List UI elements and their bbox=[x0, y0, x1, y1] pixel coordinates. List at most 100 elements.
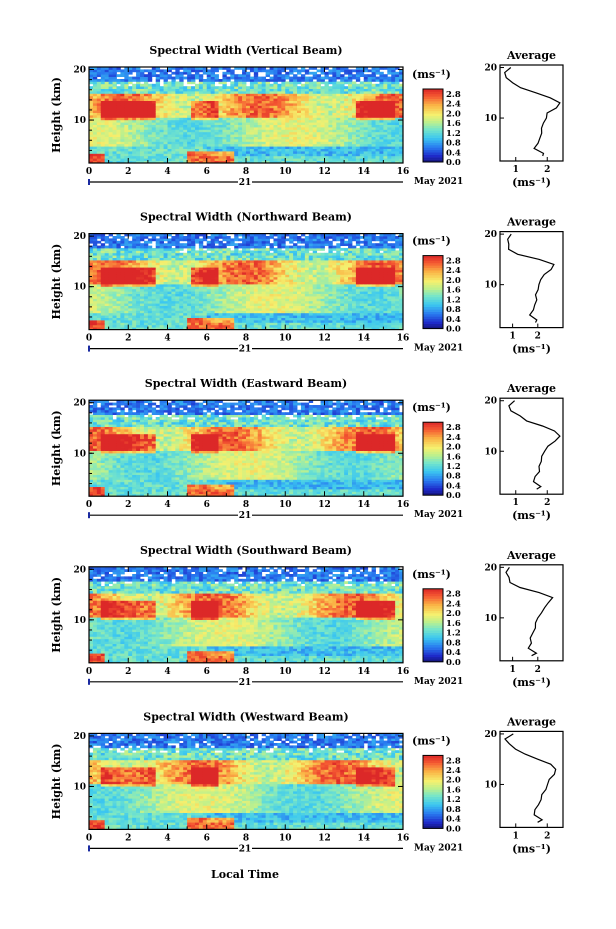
heatmap-cell bbox=[140, 107, 145, 111]
heatmap-cell bbox=[226, 91, 231, 94]
heatmap-cell bbox=[273, 134, 278, 137]
heatmap-cell bbox=[234, 236, 239, 239]
heatmap-cell bbox=[183, 315, 188, 318]
heatmap-cell bbox=[300, 76, 306, 80]
heatmap-cell bbox=[304, 98, 310, 101]
heatmap-cell bbox=[367, 69, 373, 73]
heatmap-cell bbox=[391, 76, 396, 80]
heatmap-cell bbox=[155, 320, 161, 323]
heatmap-cell bbox=[222, 129, 227, 133]
heatmap-cell bbox=[100, 148, 106, 152]
heatmap-cell bbox=[246, 124, 251, 128]
heatmap-cell bbox=[367, 122, 373, 125]
heatmap-cell bbox=[344, 79, 349, 82]
heatmap-cell bbox=[155, 269, 161, 273]
heatmap-cell bbox=[191, 279, 196, 282]
heatmap-cell bbox=[151, 286, 157, 290]
heatmap-cell bbox=[194, 260, 200, 263]
heatmap-cell bbox=[136, 74, 141, 77]
heatmap-cell bbox=[167, 245, 172, 249]
heatmap-cell bbox=[312, 86, 318, 89]
heatmap-cell bbox=[265, 74, 270, 77]
heatmap-cell bbox=[183, 288, 188, 292]
heatmap-cell bbox=[191, 250, 196, 254]
heatmap-cell bbox=[238, 310, 243, 314]
heatmap-cell bbox=[136, 76, 141, 80]
heatmap-cell bbox=[269, 69, 274, 73]
heatmap-cell bbox=[179, 100, 184, 104]
heatmap-cell bbox=[344, 81, 349, 85]
heatmap-cell bbox=[140, 134, 145, 137]
heatmap-cell bbox=[191, 303, 196, 306]
heatmap-cell bbox=[214, 146, 219, 149]
heatmap-cell bbox=[316, 136, 321, 140]
heatmap-cell bbox=[375, 122, 380, 125]
heatmap-cell bbox=[112, 255, 117, 258]
heatmap-cell bbox=[324, 110, 329, 113]
heatmap-cell bbox=[257, 276, 263, 280]
heatmap-cell bbox=[128, 129, 133, 133]
heatmap-cell bbox=[116, 245, 121, 249]
heatmap-cell bbox=[206, 320, 212, 323]
heatmap-cell bbox=[253, 233, 259, 237]
heatmap-cell bbox=[336, 160, 341, 164]
heatmap-cell bbox=[155, 322, 161, 326]
heatmap-cell bbox=[163, 110, 168, 113]
heatmap-cell bbox=[238, 257, 243, 261]
heatmap-cell bbox=[214, 238, 219, 242]
heatmap-cell bbox=[222, 255, 227, 258]
heatmap-cell bbox=[147, 112, 153, 116]
heatmap-cell bbox=[344, 141, 349, 145]
heatmap-cell bbox=[234, 296, 239, 299]
heatmap-cell bbox=[100, 262, 106, 266]
heatmap-cell bbox=[324, 158, 329, 161]
heatmap-cell bbox=[214, 74, 219, 77]
heatmap-cell bbox=[171, 115, 176, 118]
heatmap-cell bbox=[128, 153, 133, 157]
heatmap-cell bbox=[257, 240, 263, 244]
heatmap-cell bbox=[238, 81, 243, 85]
heatmap-cell bbox=[214, 260, 219, 263]
heatmap-cell bbox=[308, 83, 314, 87]
heatmap-cell bbox=[261, 296, 267, 299]
heatmap-cell bbox=[234, 146, 239, 149]
heatmap-cell bbox=[112, 71, 117, 75]
heatmap-cell bbox=[249, 279, 255, 282]
heatmap-cell bbox=[210, 291, 216, 294]
heatmap-cell bbox=[320, 71, 325, 75]
heatmap-cell bbox=[100, 286, 106, 290]
heatmap-cell bbox=[136, 286, 141, 290]
heatmap-cell bbox=[202, 276, 208, 280]
heatmap-cell bbox=[151, 276, 157, 280]
heatmap-cell bbox=[249, 153, 255, 157]
heatmap-cell bbox=[238, 305, 243, 309]
heatmap-cell bbox=[140, 158, 145, 161]
heatmap-cell bbox=[128, 262, 133, 266]
heatmap-cell bbox=[226, 148, 231, 152]
heatmap-cell bbox=[128, 148, 133, 152]
heatmap-cell bbox=[116, 67, 121, 70]
heatmap-cell bbox=[124, 117, 129, 121]
heatmap-cell bbox=[304, 100, 310, 104]
heatmap-cell bbox=[218, 153, 223, 157]
heatmap-cell bbox=[367, 95, 373, 99]
heatmap-cell bbox=[297, 115, 302, 118]
heatmap-cell bbox=[191, 139, 196, 142]
heatmap-cell bbox=[89, 288, 94, 292]
heatmap-cell bbox=[210, 255, 216, 258]
heatmap-cell bbox=[92, 119, 98, 123]
heatmap-cell bbox=[222, 105, 227, 109]
heatmap-cell bbox=[332, 143, 337, 147]
heatmap-cell bbox=[159, 124, 164, 128]
heatmap-cell bbox=[285, 151, 290, 154]
heatmap-cell bbox=[132, 233, 137, 237]
heatmap-cell bbox=[316, 88, 321, 92]
heatmap-cell bbox=[269, 286, 274, 290]
heatmap-cell bbox=[214, 269, 219, 273]
heatmap-cell bbox=[363, 155, 369, 159]
heatmap-cell bbox=[210, 98, 216, 101]
heatmap-cell bbox=[359, 100, 365, 104]
heatmap-cell bbox=[191, 233, 196, 237]
heatmap-cell bbox=[132, 153, 137, 157]
heatmap-cell bbox=[104, 303, 110, 306]
